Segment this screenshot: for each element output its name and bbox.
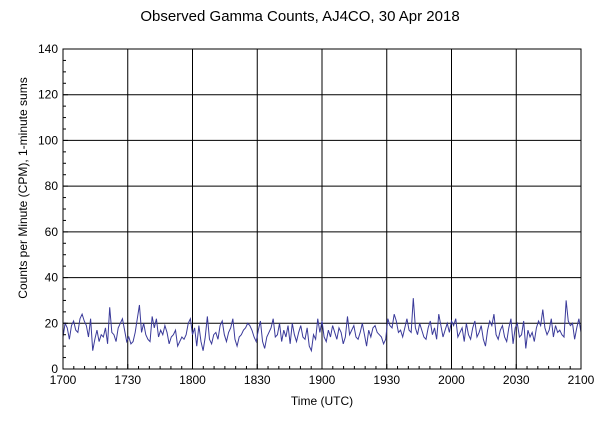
x-tick-label: 2000 [438, 373, 465, 387]
x-tick-label: 1930 [373, 373, 400, 387]
x-tick-label: 2100 [568, 373, 595, 387]
series-line [62, 298, 582, 353]
y-tick-label: 20 [45, 316, 59, 330]
x-axis-label: Time (UTC) [290, 394, 354, 408]
y-tick-label: 120 [38, 88, 58, 102]
y-tick-label: 80 [45, 179, 59, 193]
chart-title: Observed Gamma Counts, AJ4CO, 30 Apr 201… [140, 8, 460, 25]
ticks-layer: 0 20 40 60 80 100 120 140 1700 1730 1800 1830 1900 19… [38, 42, 595, 387]
x-tick-label: 1730 [114, 373, 141, 387]
x-tick-label: 1800 [179, 373, 206, 387]
x-tick-label: 1830 [244, 373, 271, 387]
y-axis-label: Counts per Minute (CPM), 1-minute sums [16, 77, 30, 299]
y-tick-label: 100 [38, 133, 58, 147]
x-tick-label: 1700 [50, 373, 77, 387]
series-layer [62, 298, 582, 353]
y-tick-label: 40 [45, 271, 59, 285]
x-tick-label: 1900 [309, 373, 336, 387]
y-tick-label: 140 [38, 42, 58, 56]
y-tick-label: 0 [51, 362, 58, 376]
grid-layer [63, 49, 581, 369]
x-tick-label: 2030 [503, 373, 530, 387]
y-tick-label: 60 [45, 225, 59, 239]
